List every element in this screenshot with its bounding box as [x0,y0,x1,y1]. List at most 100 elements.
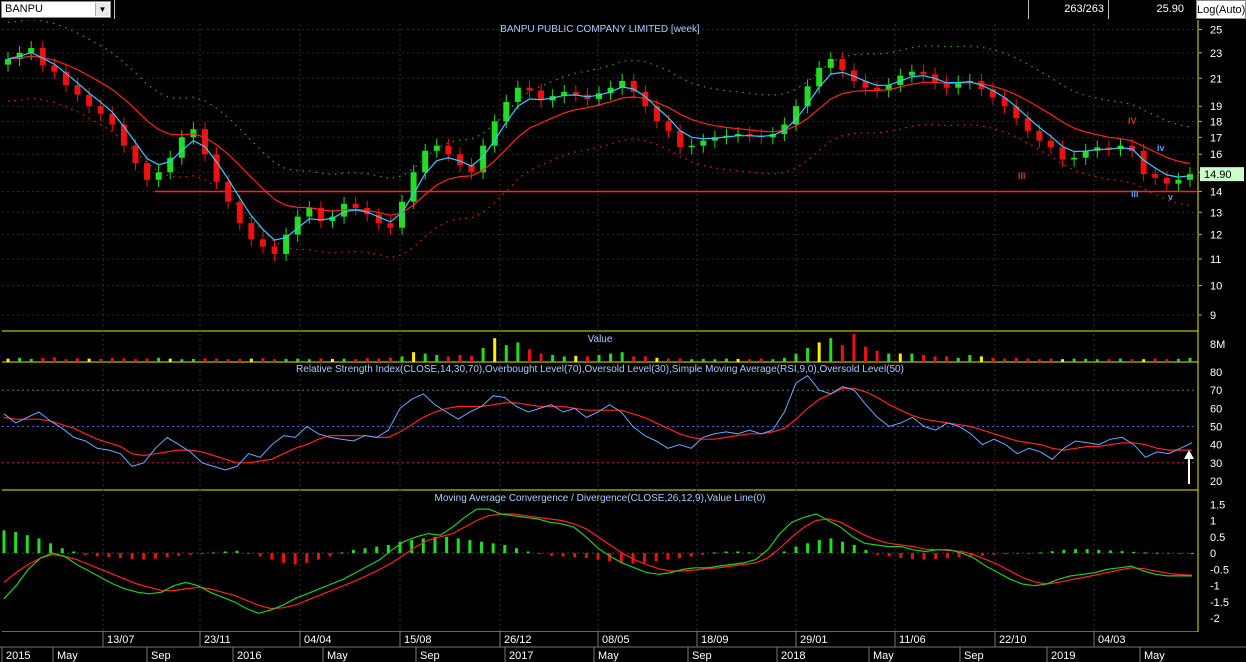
value-bar [226,359,230,362]
candle-body [28,48,35,53]
value-bar [539,353,543,362]
macd-histogram-bar [817,540,821,554]
value-bar [875,350,879,362]
macd-histogram-bar [1004,553,1008,555]
chart-area[interactable]: BANPU PUBLIC COMPANY LIMITED [week] 25 23… [0,20,1246,662]
x-axis-period-label: May [598,650,619,662]
macd-histogram-bar [899,553,903,558]
candle-body [1105,147,1112,150]
value-bar [122,358,126,362]
value-bar [388,357,392,362]
macd-histogram-bar [573,553,577,558]
macd-histogram-bar [549,553,553,556]
macd-histogram-bar [1050,551,1054,554]
macd-histogram-bar [945,553,949,558]
candle-body [735,134,742,136]
x-axis-period-label: 2018 [781,650,805,662]
candle-body [1071,157,1078,160]
candle-body [109,113,116,125]
candle-body [1059,147,1066,160]
candle-body [711,137,718,141]
value-bar [377,358,381,362]
candle-body [920,71,927,75]
price-y-tick-label: 23 [1210,48,1222,60]
x-axis-date-label: 26/12 [504,634,532,646]
candle-body [514,87,521,102]
chevron-down-icon[interactable]: ▼ [95,3,109,16]
symbol-select[interactable]: BANPU ▼ [1,1,111,18]
candle-body [526,87,533,91]
macd-histogram-bar [759,553,763,555]
candle-body [665,121,672,131]
bars-count: 263/263 [1028,0,1108,19]
candle-body [410,172,417,202]
value-bar [979,356,983,362]
macd-histogram-bar [445,536,449,554]
price-panel: BANPU PUBLIC COMPANY LIMITED [week] 25 23… [5,20,1244,322]
candle-body [399,201,405,228]
macd-histogram-bar [375,546,379,554]
macd-histogram-bar [1015,553,1019,555]
fast-ma-line [7,51,1191,241]
macd-histogram-bar [2,530,6,554]
macd-histogram-bar [864,549,868,554]
price-y-tick-label: 11 [1210,254,1221,266]
macd-histogram-bar [328,553,332,557]
candle-body [1175,179,1182,184]
candle-body [375,214,382,224]
value-bar [620,352,624,362]
value-y-tick-label: 8M [1210,339,1225,351]
candle-body [202,129,208,155]
candle-body [5,58,11,65]
candle-body [259,239,266,247]
macd-histogram-bar [934,553,938,559]
macd-histogram-bar [491,543,495,554]
macd-histogram-bar [1097,549,1101,554]
macd-histogram-bar [1178,553,1182,555]
value-bar [470,355,474,362]
price-y-tick-label: 16 [1210,149,1222,161]
candle-body [480,145,487,173]
value-bar [29,358,33,362]
value-bar [458,355,462,362]
candle-body [630,80,637,92]
x-axis-period-label: May [327,650,348,662]
x-axis-date-label: 18/09 [701,634,729,646]
value-bar [365,358,369,362]
macd-histogram-bar [678,553,682,558]
value-bar [817,342,821,362]
lower-envelope-line [7,97,1191,259]
macd-histogram-bar [340,552,344,554]
x-axis-date-label: 04/03 [1098,634,1126,646]
value-bar [330,358,334,362]
macd-y-tick-label: 1 [1210,516,1216,528]
macd-histogram-bar [782,551,786,554]
log-scale-button[interactable]: Log(Auto) [1196,0,1246,19]
x-axis-date-label: 04/04 [304,634,332,646]
macd-histogram-bar [223,551,227,554]
macd-histogram-bar [829,538,833,554]
candle-body [445,145,452,155]
macd-histogram-bar [654,553,658,562]
candle-body [132,145,139,164]
value-bar [736,358,740,362]
macd-histogram-bar [235,550,239,554]
candle-body [1036,130,1043,141]
value-bar [504,345,508,362]
value-bar [1026,358,1030,362]
value-bar [168,358,172,362]
value-bar [1072,358,1076,362]
value-bar [1014,357,1018,362]
x-axis-date-label: 29/01 [800,634,828,646]
rsi-panel: Relative Strength Index(CLOSE,14,30,70),… [2,364,1222,488]
candle-body [561,91,568,97]
rsi-y-tick-label: 60 [1210,403,1222,415]
macd-histogram-bar [386,544,390,554]
candle-body [1047,140,1054,148]
value-bar [215,358,219,362]
value-bar [191,358,195,362]
x-axis-period-label: Sep [964,650,984,662]
macd-histogram-bar [153,553,157,559]
rsi-y-tick-label: 30 [1210,458,1222,470]
wave-label: iii [1131,189,1139,199]
